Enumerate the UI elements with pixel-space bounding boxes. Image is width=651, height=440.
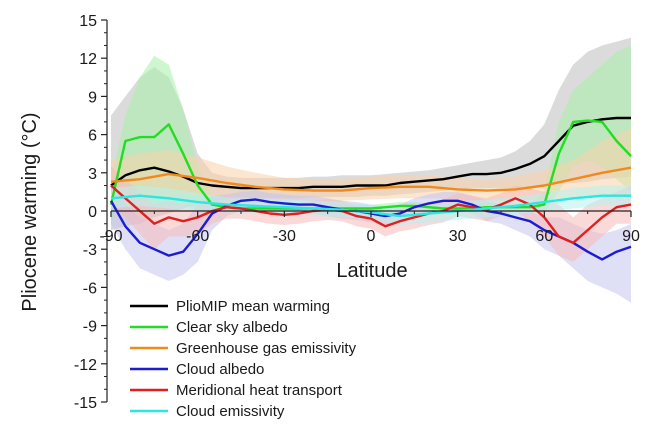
y-tick-label: -12 — [74, 357, 97, 374]
y-tick-label: -9 — [83, 319, 97, 336]
x-tick-label: -60 — [186, 228, 209, 245]
x-tick-label: 0 — [367, 228, 376, 245]
x-tick-label: 90 — [622, 228, 640, 245]
x-tick-label: 30 — [449, 228, 467, 245]
y-tick-label: 6 — [88, 128, 97, 145]
line-meridional-heat-transport — [110, 184, 632, 244]
x-axis-title: Latitude — [336, 260, 407, 282]
band-greenhouse-gas-emissivity — [111, 128, 631, 201]
y-tick-label: -6 — [83, 280, 97, 297]
legend-label-greenhouse-gas-emissivity: Greenhouse gas emissivity — [176, 340, 357, 357]
y-axis-title: Pliocene warming (°C) — [19, 112, 41, 311]
y-tick-label: 9 — [88, 89, 97, 106]
legend-label-cloud-emissivity: Cloud emissivity — [176, 403, 285, 420]
y-tick-label: 15 — [79, 13, 97, 30]
line-greenhouse-gas-emissivity — [110, 166, 632, 192]
legend-label-clear-sky-albedo: Clear sky albedo — [176, 319, 288, 336]
y-tick-label: 0 — [88, 204, 97, 221]
legend-label-meridional-heat-transport: Meridional heat transport — [176, 382, 343, 399]
x-tick-label: -90 — [99, 228, 122, 245]
y-tick-label: -3 — [83, 242, 97, 259]
x-tick-label: 60 — [535, 228, 553, 245]
y-tick-label: 12 — [79, 51, 97, 68]
band-clear-sky-albedo — [111, 45, 631, 224]
band-cloud-emissivity — [111, 185, 631, 225]
x-tick-label: -30 — [273, 228, 296, 245]
line-clear-sky-albedo — [109, 119, 632, 210]
y-tick-label: -15 — [74, 395, 97, 412]
y-tick-label: 3 — [88, 166, 97, 183]
legend-label-cloud-albedo: Cloud albedo — [176, 361, 264, 378]
legend-label-pliomip-mean-warming: PlioMIP mean warming — [176, 298, 330, 315]
legend: PlioMIP mean warming Clear sky albedo Gree… — [130, 298, 357, 420]
